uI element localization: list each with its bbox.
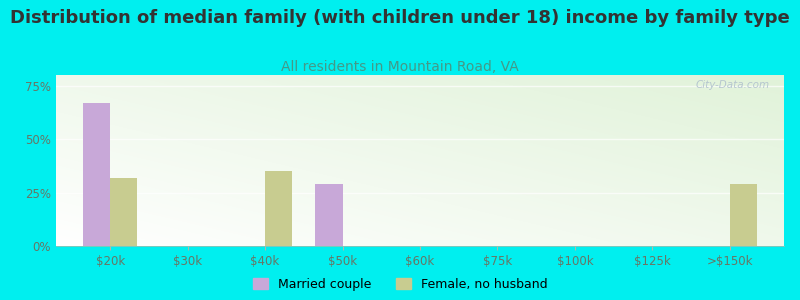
Text: Distribution of median family (with children under 18) income by family type: Distribution of median family (with chil…	[10, 9, 790, 27]
Legend: Married couple, Female, no husband: Married couple, Female, no husband	[253, 278, 547, 291]
Text: City-Data.com: City-Data.com	[695, 80, 770, 90]
Bar	[315, 184, 342, 246]
Bar	[265, 171, 292, 246]
Bar	[730, 184, 757, 246]
Bar	[83, 103, 110, 246]
Bar	[110, 178, 138, 246]
Text: All residents in Mountain Road, VA: All residents in Mountain Road, VA	[281, 60, 519, 74]
